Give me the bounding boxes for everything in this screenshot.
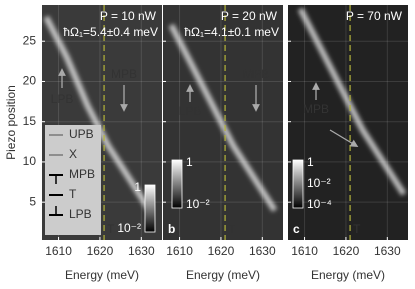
y-axis-label: Piezo position <box>4 85 18 160</box>
panel: 5 10 15 20 25 1610 1620 1630 T Energy (meV) Piezo … <box>4 5 162 282</box>
colorbar <box>171 159 183 209</box>
colorbar <box>292 159 304 209</box>
colorbar-label: 1 <box>186 155 193 169</box>
annotation: LPB <box>51 92 74 106</box>
x-axis-label: Energy (meV) <box>65 268 139 282</box>
marker-label: T <box>353 222 361 236</box>
panel-label: b <box>168 222 175 236</box>
trace <box>168 23 278 212</box>
annotation: MPB <box>303 102 329 116</box>
colorbar-label: 1 <box>307 155 314 169</box>
legend-label: T <box>69 187 77 201</box>
x-tick-label: 1610 <box>291 244 318 258</box>
x-tick-label: 1620 <box>208 244 235 258</box>
power-label: P = 10 nW <box>100 9 157 23</box>
x-tick-label: 1630 <box>374 244 401 258</box>
y-tick-label: 15 <box>23 114 37 128</box>
x-axis-label: Energy (meV) <box>186 268 260 282</box>
annotation: MPB <box>243 67 269 81</box>
x-tick-label: 1620 <box>333 244 360 258</box>
colorbar-label: 10⁻² <box>307 176 331 190</box>
annotation: LPB <box>179 104 202 118</box>
y-tick-label: 25 <box>23 33 37 47</box>
panel-label: c <box>293 222 300 236</box>
legend-label: LPB <box>69 207 92 221</box>
colorbar-label: 10⁻² <box>117 221 141 235</box>
marker-label: T <box>107 222 115 236</box>
trace <box>297 7 407 196</box>
y-tick-label: 10 <box>23 154 37 168</box>
x-tick-label: 1610 <box>45 244 72 258</box>
colorbar-label: 1 <box>134 180 141 194</box>
y-tick-label: 5 <box>29 194 36 208</box>
legend-box <box>45 125 101 235</box>
x-tick-label: 1620 <box>87 244 114 258</box>
annotation: MPB <box>111 67 137 81</box>
legend-label: X <box>69 147 77 161</box>
splitting-label: ħΩ₁=5.4±0.4 meV <box>63 25 158 39</box>
colorbar-label: 10⁻² <box>186 197 210 211</box>
x-axis-label: Energy (meV) <box>311 268 385 282</box>
colorbar <box>144 184 156 233</box>
panel: 1610 1620 1630 T Energy (meV) P = 20 nW ħΩ₁=4.… <box>163 5 283 282</box>
y-tick-label: 20 <box>23 74 37 88</box>
annotation-arrow <box>329 129 359 148</box>
marker-label: T <box>228 222 236 236</box>
plot-area <box>288 5 408 240</box>
colorbar-label: 10⁻⁴ <box>307 197 332 211</box>
power-label: P = 20 nW <box>221 9 278 23</box>
x-tick-label: 1630 <box>128 244 155 258</box>
splitting-label: ħΩ₁=4.1±0.1 meV <box>184 25 279 39</box>
x-tick-label: 1630 <box>249 244 276 258</box>
legend-label: UPB <box>69 127 94 141</box>
power-label: P = 70 nW <box>346 9 403 23</box>
panel: 1610 1620 1630 T Energy (meV) P = 70 nW c MPB 1 1… <box>288 5 408 282</box>
legend-label: MPB <box>69 167 95 181</box>
x-tick-label: 1610 <box>166 244 193 258</box>
